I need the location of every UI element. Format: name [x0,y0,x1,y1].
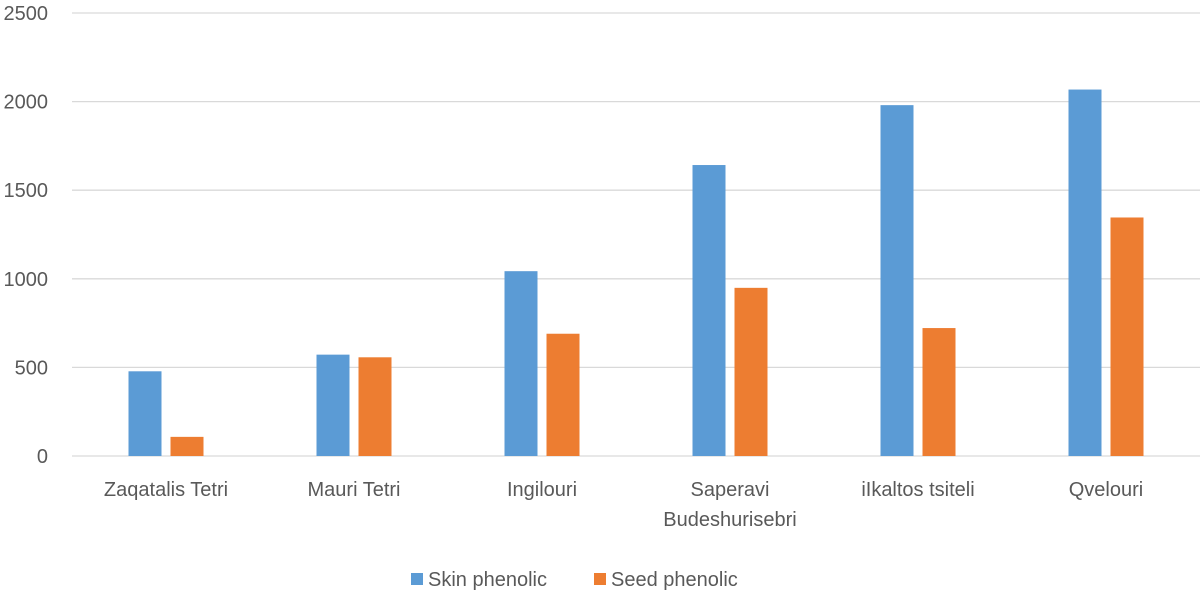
bar-skin-phenolic [504,271,538,456]
x-tick-label: Saperavi [691,479,770,501]
y-tick-label: 2500 [4,3,49,25]
legend: Skin phenolic Seed phenolic [411,569,738,591]
legend-label: Skin phenolic [428,569,547,591]
y-axis-ticks: 0 500 1000 1500 2000 2500 [4,3,49,468]
bar-skin-phenolic [128,371,162,456]
bar-seed-phenolic [734,287,768,456]
x-axis-ticks: Zaqatalis Tetri Mauri Tetri Ingilouri Saper… [104,479,1143,531]
y-tick-label: 0 [37,446,48,468]
y-tick-label: 2000 [4,92,49,114]
bar-skin-phenolic [880,105,914,457]
bars [128,89,1144,457]
y-tick-label: 500 [15,357,48,379]
gridlines [72,12,1200,457]
bar-seed-phenolic [358,357,392,456]
x-tick-label: Qvelouri [1069,479,1143,501]
legend-swatch [594,573,606,585]
legend-label: Seed phenolic [611,569,738,591]
x-tick-label: Zaqatalis Tetri [104,479,228,501]
x-tick-label: iIkaltos tsiteli [861,479,974,501]
bar-skin-phenolic [692,165,726,456]
bar-seed-phenolic [546,333,580,456]
x-tick-label: Ingilouri [507,479,577,501]
x-tick-label: Mauri Tetri [308,479,401,501]
bar-seed-phenolic [922,328,956,456]
bar-seed-phenolic [1110,217,1144,456]
bar-skin-phenolic [316,354,350,456]
y-tick-label: 1500 [4,180,49,202]
x-tick-label: Budeshurisebri [663,509,796,531]
y-tick-label: 1000 [4,269,49,291]
bar-skin-phenolic [1068,89,1102,456]
bar-seed-phenolic [170,436,204,456]
legend-swatch [411,573,423,585]
